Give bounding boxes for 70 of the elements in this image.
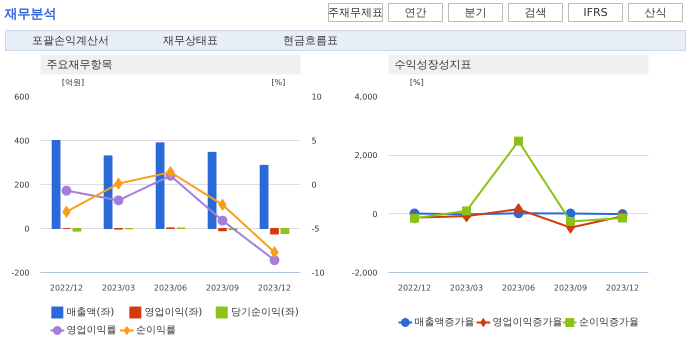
y-tick-label: 0 xyxy=(24,224,30,234)
x-tick-label: 2022/12 xyxy=(50,284,84,292)
point xyxy=(566,216,575,226)
bar xyxy=(218,228,227,232)
legend-label: 영업이익(좌) xyxy=(144,307,202,318)
x-tick-label: 2023/06 xyxy=(502,284,536,292)
y-tick-label: 600 xyxy=(14,92,30,102)
bar xyxy=(260,164,268,229)
y2-tick-label: 0 xyxy=(312,180,317,190)
point xyxy=(618,213,627,222)
chart-title: 주요재무항목 xyxy=(46,58,113,71)
point xyxy=(462,206,471,216)
legend-label: 영업이익률 xyxy=(66,325,116,336)
chart-title: 수익성장성지표 xyxy=(394,58,472,71)
y-axis-title: [%] xyxy=(410,78,424,87)
bar xyxy=(208,152,216,229)
point xyxy=(114,195,124,206)
y-tick-label: 4,000 xyxy=(354,92,378,102)
y-tick-label: 400 xyxy=(14,136,30,146)
y-tick-label: 200 xyxy=(14,180,30,190)
bar xyxy=(72,228,82,232)
y-tick-label: -2,000 xyxy=(352,268,378,278)
text: 분기 xyxy=(464,6,486,19)
y2-tick-label: -5 xyxy=(312,224,320,234)
point xyxy=(514,203,523,216)
y2-axis-title: [%] xyxy=(271,78,286,87)
x-tick-label: 2023/06 xyxy=(154,284,188,292)
point xyxy=(270,246,279,258)
bar xyxy=(52,140,60,229)
y-axis-title: [억원] xyxy=(62,78,84,87)
y-tick-label: 2,000 xyxy=(354,151,378,160)
bar xyxy=(280,228,290,234)
legend-label: 순이익률 xyxy=(136,325,176,336)
x-tick-label: 2023/12 xyxy=(606,284,640,292)
x-tick-label: 2023/03 xyxy=(102,284,136,292)
text: 포괄손익계산서 xyxy=(32,34,109,47)
bar xyxy=(156,142,164,229)
point xyxy=(166,166,175,178)
text: 산식 xyxy=(644,6,666,19)
x-tick-label: 2023/09 xyxy=(206,284,240,292)
legend-label: 매출액증가율 xyxy=(414,317,474,328)
legend-label: 당기순이익(좌) xyxy=(230,307,299,318)
point xyxy=(62,206,71,218)
text: IFRS xyxy=(583,6,608,19)
point xyxy=(62,186,72,196)
x-tick-label: 2023/09 xyxy=(554,284,588,292)
y-tick-label: -200 xyxy=(11,268,30,278)
text: 연간 xyxy=(404,6,426,19)
y2-tick-label: 5 xyxy=(312,136,317,146)
point xyxy=(218,198,227,211)
text: 재무분석 xyxy=(4,7,56,22)
legend-label: 영업이익증가율 xyxy=(492,317,562,328)
bar xyxy=(104,155,112,229)
y2-tick-label: -10 xyxy=(312,268,325,278)
bar xyxy=(270,228,279,234)
text: 검색 xyxy=(524,6,546,19)
x-tick-label: 2023/03 xyxy=(450,284,484,292)
legend-label: 매출액(좌) xyxy=(66,307,114,318)
point xyxy=(514,136,523,146)
point xyxy=(114,178,123,190)
point xyxy=(218,216,228,226)
text: 주재무제표 xyxy=(328,6,383,19)
y2-tick-label: 10 xyxy=(312,92,322,102)
y-tick-label: 0 xyxy=(372,210,378,219)
x-tick-label: 2022/12 xyxy=(398,284,432,292)
legend-label: 순이익증가율 xyxy=(578,317,639,328)
x-tick-label: 2023/12 xyxy=(258,284,292,292)
text: 현금흐름표 xyxy=(283,34,338,47)
text: 재무상태표 xyxy=(163,34,218,47)
point xyxy=(270,255,280,266)
